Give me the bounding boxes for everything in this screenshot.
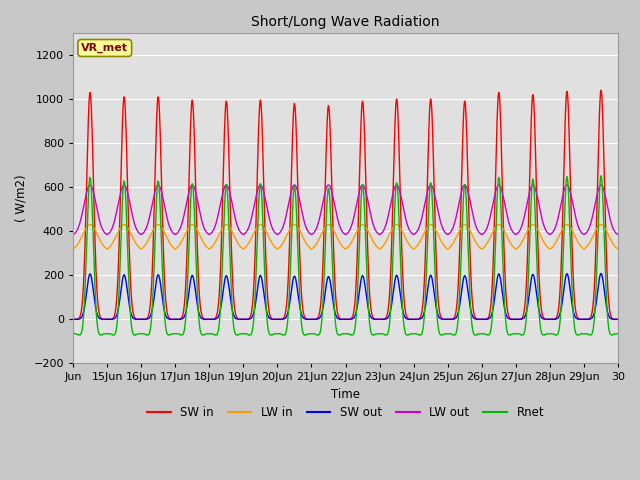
Rnet: [314, 332, 322, 338]
LW in: [495, 222, 503, 228]
LW out: [182, 202, 190, 208]
Rnet: [366, 322, 374, 327]
Rnet: [522, 321, 529, 327]
Line: LW in: LW in: [73, 225, 618, 249]
SW out: [182, 308, 190, 314]
Line: SW out: SW out: [73, 274, 618, 319]
Legend: SW in, LW in, SW out, LW out, Rnet: SW in, LW in, SW out, LW out, Rnet: [142, 401, 548, 423]
Line: SW in: SW in: [73, 90, 618, 319]
Title: Short/Long Wave Radiation: Short/Long Wave Radiation: [252, 15, 440, 29]
SW in: [614, 316, 622, 322]
Rnet: [597, 173, 605, 179]
LW in: [614, 246, 622, 252]
LW in: [395, 223, 403, 228]
LW in: [69, 246, 77, 252]
SW in: [522, 294, 529, 300]
Rnet: [614, 331, 622, 336]
LW in: [536, 231, 543, 237]
Line: LW out: LW out: [73, 185, 618, 235]
LW in: [182, 229, 190, 235]
SW in: [536, 286, 543, 292]
LW out: [522, 207, 529, 213]
Rnet: [395, 214, 403, 220]
SW in: [495, 90, 503, 96]
Rnet: [182, 311, 190, 316]
SW out: [522, 312, 529, 318]
Rnet: [495, 175, 503, 180]
LW out: [69, 232, 77, 238]
SW out: [614, 316, 622, 322]
SW in: [69, 316, 77, 322]
Line: Rnet: Rnet: [73, 176, 618, 335]
LW out: [495, 182, 503, 188]
LW out: [614, 232, 622, 238]
LW in: [366, 231, 374, 237]
Rnet: [536, 319, 543, 324]
LW out: [395, 186, 403, 192]
SW out: [597, 271, 605, 276]
SW out: [395, 281, 403, 287]
SW out: [536, 311, 543, 316]
SW in: [366, 291, 374, 297]
LW out: [86, 182, 94, 188]
SW in: [597, 87, 605, 93]
LW out: [536, 206, 543, 212]
LW out: [366, 207, 374, 213]
SW in: [182, 276, 190, 281]
LW in: [86, 222, 94, 228]
Rnet: [69, 331, 77, 336]
SW in: [395, 137, 403, 143]
SW out: [69, 316, 77, 322]
Text: VR_met: VR_met: [81, 43, 128, 53]
X-axis label: Time: Time: [331, 388, 360, 401]
LW in: [522, 231, 529, 237]
SW out: [366, 312, 374, 317]
Y-axis label: ( W/m2): ( W/m2): [15, 174, 28, 222]
SW out: [495, 271, 503, 277]
